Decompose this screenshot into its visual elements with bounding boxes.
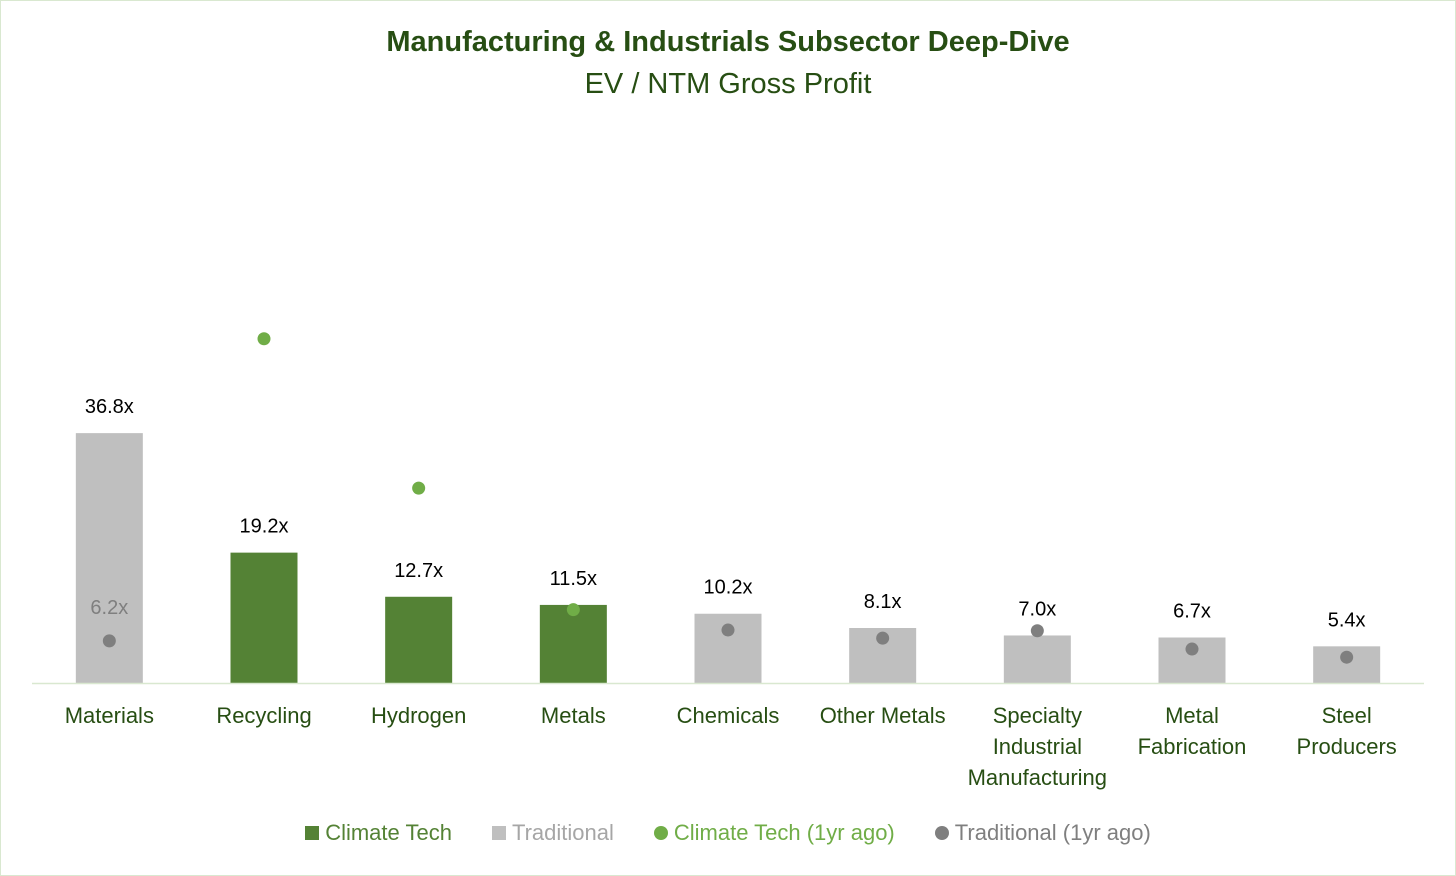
category-tick-label: Materials (65, 703, 154, 728)
prev-year-dot-8 (1340, 650, 1354, 664)
prev-year-dot-7 (1185, 642, 1199, 656)
data-label: 19.2x (240, 516, 289, 538)
data-label: 7.0x (1018, 598, 1056, 620)
legend-climate-tech: Climate Tech (305, 820, 452, 846)
prev-year-dot-1 (257, 332, 271, 346)
legend-swatch (305, 826, 320, 840)
prev-year-label: 6.2x (90, 597, 128, 619)
category-tick-label: Fabrication (1138, 734, 1247, 759)
chart-title: Manufacturing & Industrials Subsector De… (386, 26, 1070, 58)
category-tick-label: Industrial (993, 734, 1082, 759)
category-tick-label: Specialty (993, 703, 1082, 728)
category-tick-label: Hydrogen (371, 703, 466, 728)
category-tick-label: Steel (1322, 703, 1372, 728)
legend-traditional: Traditional (491, 820, 614, 846)
legend-label: Climate Tech (1yr ago) (673, 820, 895, 845)
data-label: 5.4x (1328, 609, 1366, 631)
bar-6 (1003, 635, 1071, 683)
legend-swatch (934, 826, 949, 840)
legend-swatch (491, 826, 506, 840)
category-tick-label: Metal (1165, 703, 1219, 728)
prev-year-dot-0 (102, 634, 116, 648)
legend-label: Traditional (1yr ago) (954, 820, 1151, 845)
category-tick-label: Chemicals (677, 703, 780, 728)
data-label: 8.1x (864, 591, 902, 613)
prev-year-dot-2 (412, 481, 426, 495)
category-tick-label: Other Metals (820, 703, 946, 728)
prev-year-dot-3 (566, 603, 580, 617)
category-tick-label: Metals (541, 703, 606, 728)
prev-year-dot-6 (1030, 624, 1044, 638)
legend-traditional-prev: Traditional (1yr ago) (934, 820, 1151, 846)
data-label: 10.2x (704, 577, 753, 599)
legend-label: Traditional (511, 820, 614, 845)
prev-year-dot-4 (721, 623, 735, 637)
prev-year-dot-5 (876, 631, 890, 645)
category-tick-label: Manufacturing (968, 765, 1107, 790)
legend-climate-tech-prev: Climate Tech (1yr ago) (653, 820, 895, 846)
category-tick-label: Recycling (216, 703, 311, 728)
data-label: 11.5x (550, 568, 597, 590)
bar-1 (230, 552, 298, 683)
legend: Climate Tech Traditional Climate Tech (1… (0, 820, 1456, 846)
chart-subtitle: EV / NTM Gross Profit (584, 68, 872, 100)
legend-swatch (653, 826, 668, 840)
data-label: 36.8x (85, 396, 134, 418)
data-label: 12.7x (394, 560, 443, 582)
bar-3 (539, 604, 607, 683)
legend-label: Climate Tech (325, 820, 452, 845)
category-tick-label: Producers (1297, 734, 1397, 759)
bar-2 (385, 596, 453, 683)
data-label: 6.7x (1173, 601, 1211, 623)
